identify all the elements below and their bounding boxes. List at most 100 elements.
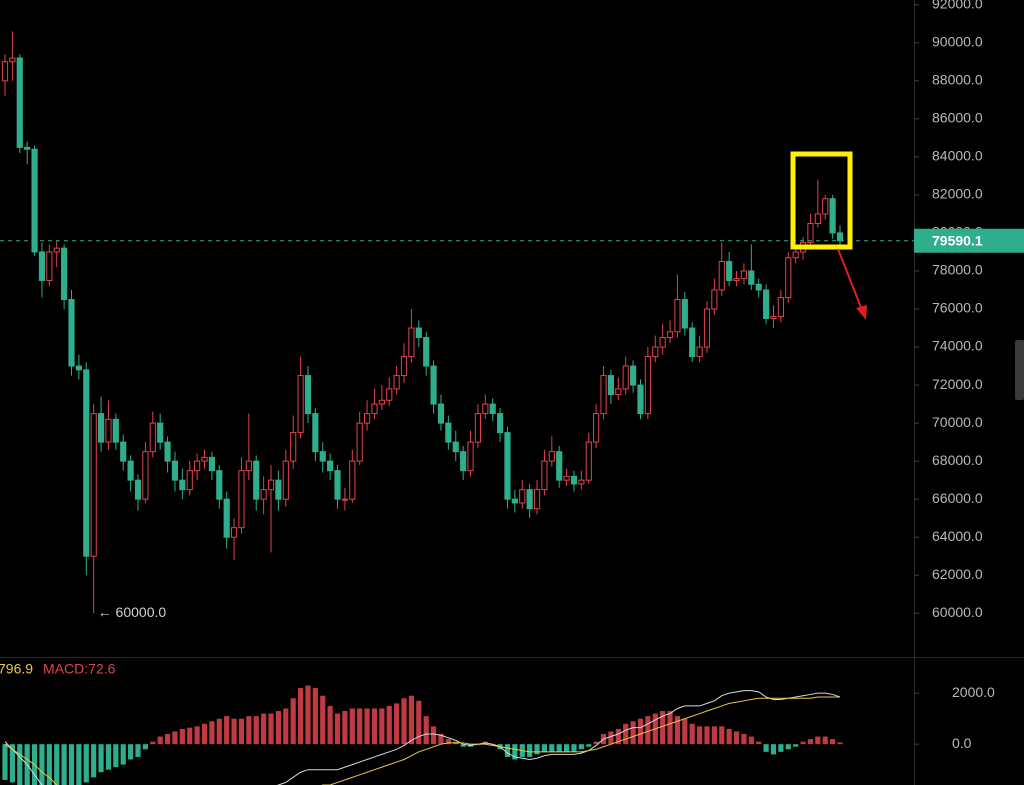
candle-body [659,337,666,348]
candle-body [415,327,422,339]
candle-body [452,441,459,453]
candle-body [792,251,799,259]
candle-body [423,337,430,367]
macd-bar [704,726,710,745]
candle-body [593,413,600,443]
candle-body [644,356,651,415]
macd-bar [253,716,259,745]
candle-body [282,460,289,500]
macd-bar [2,744,8,780]
macd-bar [216,718,222,745]
macd-bar [785,744,791,750]
candle-body [393,375,400,390]
candle-body [777,297,784,318]
macd-bar [17,744,23,785]
macd-bar [297,688,304,745]
dif-line [4,690,841,785]
candle-body [696,346,703,358]
macd-bar [674,716,681,745]
candle-body [157,422,164,443]
candle-body [666,331,674,339]
candle-body [68,299,75,367]
macd-bar [98,744,104,773]
candle-body [622,365,629,390]
macd-bar [733,731,740,745]
arrow-head [856,305,867,320]
candle-body [504,432,511,500]
y-tick-label: 66000.0 [932,490,983,506]
macd-bar [667,711,673,745]
candle-body [748,270,755,285]
macd-bar [224,716,230,745]
candle-body [120,441,127,462]
candle-body [497,413,504,434]
candle-body [179,479,186,491]
candle-body [201,456,208,462]
candle-body [378,399,385,405]
candle-body [90,413,97,557]
candle-body [548,451,555,462]
macd-bar [394,703,400,745]
macd-bar [741,733,747,745]
macd-bar [645,716,651,745]
macd-panel [2,685,843,785]
candle-body [216,470,223,500]
y-tick-label: 60000.0 [932,604,983,620]
macd-bar [549,744,555,752]
price-axis: 60000.0 62000.0 64000.0 66000.0 68000.0 70000… [914,0,1024,751]
candle-body [770,316,777,320]
macd-bar [268,713,274,745]
candle-body [319,451,326,462]
macd-bar [593,741,599,745]
y-tick-label: 62000.0 [932,566,983,582]
macd-bar [187,727,193,745]
macd-bar [231,718,237,745]
candle-body [615,388,622,396]
macd-bar [283,708,289,745]
last-price-box [914,228,1024,253]
macd-bar [246,716,252,745]
candle-body [127,460,134,481]
macd-bar [386,705,392,745]
candle-body [400,356,408,377]
candle-body [533,489,541,510]
candle-body [652,346,659,358]
scroll-tab[interactable] [1015,340,1024,400]
macd-bar [763,744,769,752]
y-tick-label: 68000.0 [932,452,983,468]
candle-body [563,475,570,481]
candle-body [245,460,252,472]
candle-body [312,413,319,453]
y-tick-label: 64000.0 [932,528,983,544]
candle-body [836,232,844,242]
macd-bar [39,744,45,785]
macd-bar [142,744,148,750]
candle-body [105,418,112,443]
candle-body [275,479,282,500]
y-tick-label: 76000.0 [932,300,983,316]
candle-body [829,198,836,234]
candle-body [755,283,762,291]
candle-body [607,375,615,396]
last-price-label: 79590.1 [932,232,983,248]
candle-body [689,327,696,358]
macd-bar [201,723,208,745]
candle-body [38,251,46,281]
y-tick-label: 82000.0 [932,186,983,202]
y-tick-label: 74000.0 [932,338,983,354]
macd-bar [83,744,89,783]
macd-bar [194,726,200,745]
candle-body [711,289,718,310]
arrow-shaft [837,248,863,311]
macd-bar [630,721,636,745]
candle-body [46,251,53,281]
macd-bar [689,723,695,745]
macd-bar [408,695,415,745]
candle-body [149,422,156,453]
candle-body [208,456,215,472]
macd-bar [793,744,799,747]
macd-bar [305,685,311,745]
candle-body [445,422,452,443]
candle-body [260,489,267,500]
